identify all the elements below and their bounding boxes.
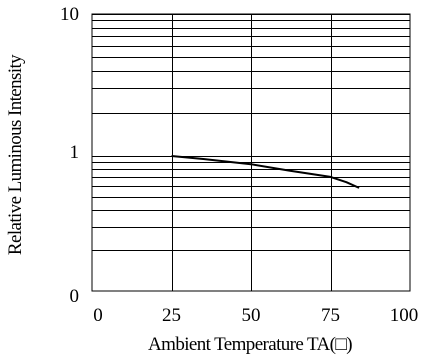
- y-tick-labels: 0 1 10: [60, 4, 79, 307]
- y-tick-label: 1: [70, 142, 80, 163]
- x-tick-label: 100: [390, 305, 419, 326]
- x-tick-label: 75: [321, 305, 340, 326]
- vertical-gridlines: [172, 14, 332, 291]
- plot-frame: [91, 13, 411, 292]
- series-line: [171, 155, 360, 189]
- y-axis-title: Relative Luminous Intensity: [5, 54, 26, 255]
- x-tick-labels: 0 25 50 75 100: [93, 305, 418, 326]
- y-tick-label: 0: [70, 286, 80, 307]
- x-tick-label: 50: [242, 305, 261, 326]
- x-axis-title: Ambient Temperature TA(□): [148, 334, 352, 355]
- horizontal-gridlines: [92, 14, 410, 251]
- x-tick-label: 0: [93, 305, 103, 326]
- y-tick-label: 10: [60, 4, 79, 25]
- x-tick-label: 25: [162, 305, 181, 326]
